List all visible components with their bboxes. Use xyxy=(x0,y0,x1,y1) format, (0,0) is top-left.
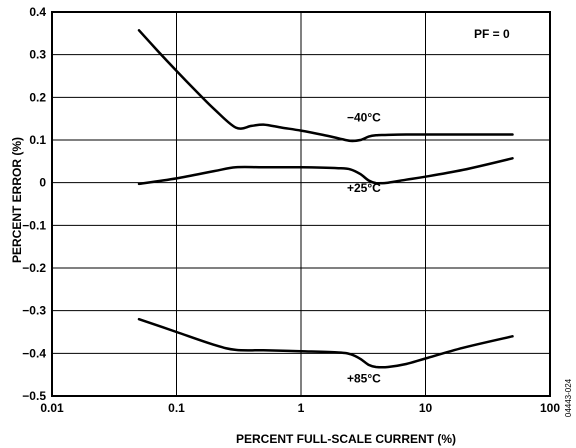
y-tick-label: 0 xyxy=(39,176,46,190)
grid-lines xyxy=(51,11,551,397)
x-tick-label: 0.01 xyxy=(40,401,64,415)
y-tick-label: −0.4 xyxy=(22,346,46,360)
figure-id: 04443-024 xyxy=(564,378,573,417)
y-tick-label: 0.1 xyxy=(29,133,46,147)
y-axis-title: PERCENT ERROR (%) xyxy=(10,137,24,263)
x-axis-title: PERCENT FULL-SCALE CURRENT (%) xyxy=(236,432,456,446)
x-axis-ticks: 0.01 0.1 1 10 100 xyxy=(40,401,560,415)
y-tick-label: 0.3 xyxy=(29,48,46,62)
y-tick-label: 0.4 xyxy=(29,5,46,19)
series-line-2 xyxy=(137,317,514,369)
x-tick-label: 100 xyxy=(540,401,560,415)
pf-annotation: PF = 0 xyxy=(474,27,510,41)
series-label-2: +85°C xyxy=(347,371,381,385)
x-tick-label: 10 xyxy=(419,401,433,415)
series-label-0: −40°C xyxy=(347,111,381,125)
y-tick-label: 0.2 xyxy=(29,90,46,104)
plot-frame xyxy=(51,11,551,397)
y-axis-ticks: 0.4 0.3 0.2 0.1 0 −0.1 −0.2 −0.3 −0.4 −0.5 xyxy=(22,5,46,403)
series-labels: −40°C +25°C +85°C xyxy=(347,111,381,386)
y-tick-label: −0.2 xyxy=(22,261,46,275)
x-tick-label: 0.1 xyxy=(168,401,185,415)
series-line-1 xyxy=(137,157,514,186)
y-tick-label: −0.3 xyxy=(22,304,46,318)
series-lines xyxy=(137,29,514,369)
y-tick-label: −0.1 xyxy=(22,218,46,232)
x-tick-label: 1 xyxy=(298,401,305,415)
series-line-0 xyxy=(137,29,514,143)
series-label-1: +25°C xyxy=(347,181,381,195)
y-tick-label: −0.5 xyxy=(22,389,46,403)
